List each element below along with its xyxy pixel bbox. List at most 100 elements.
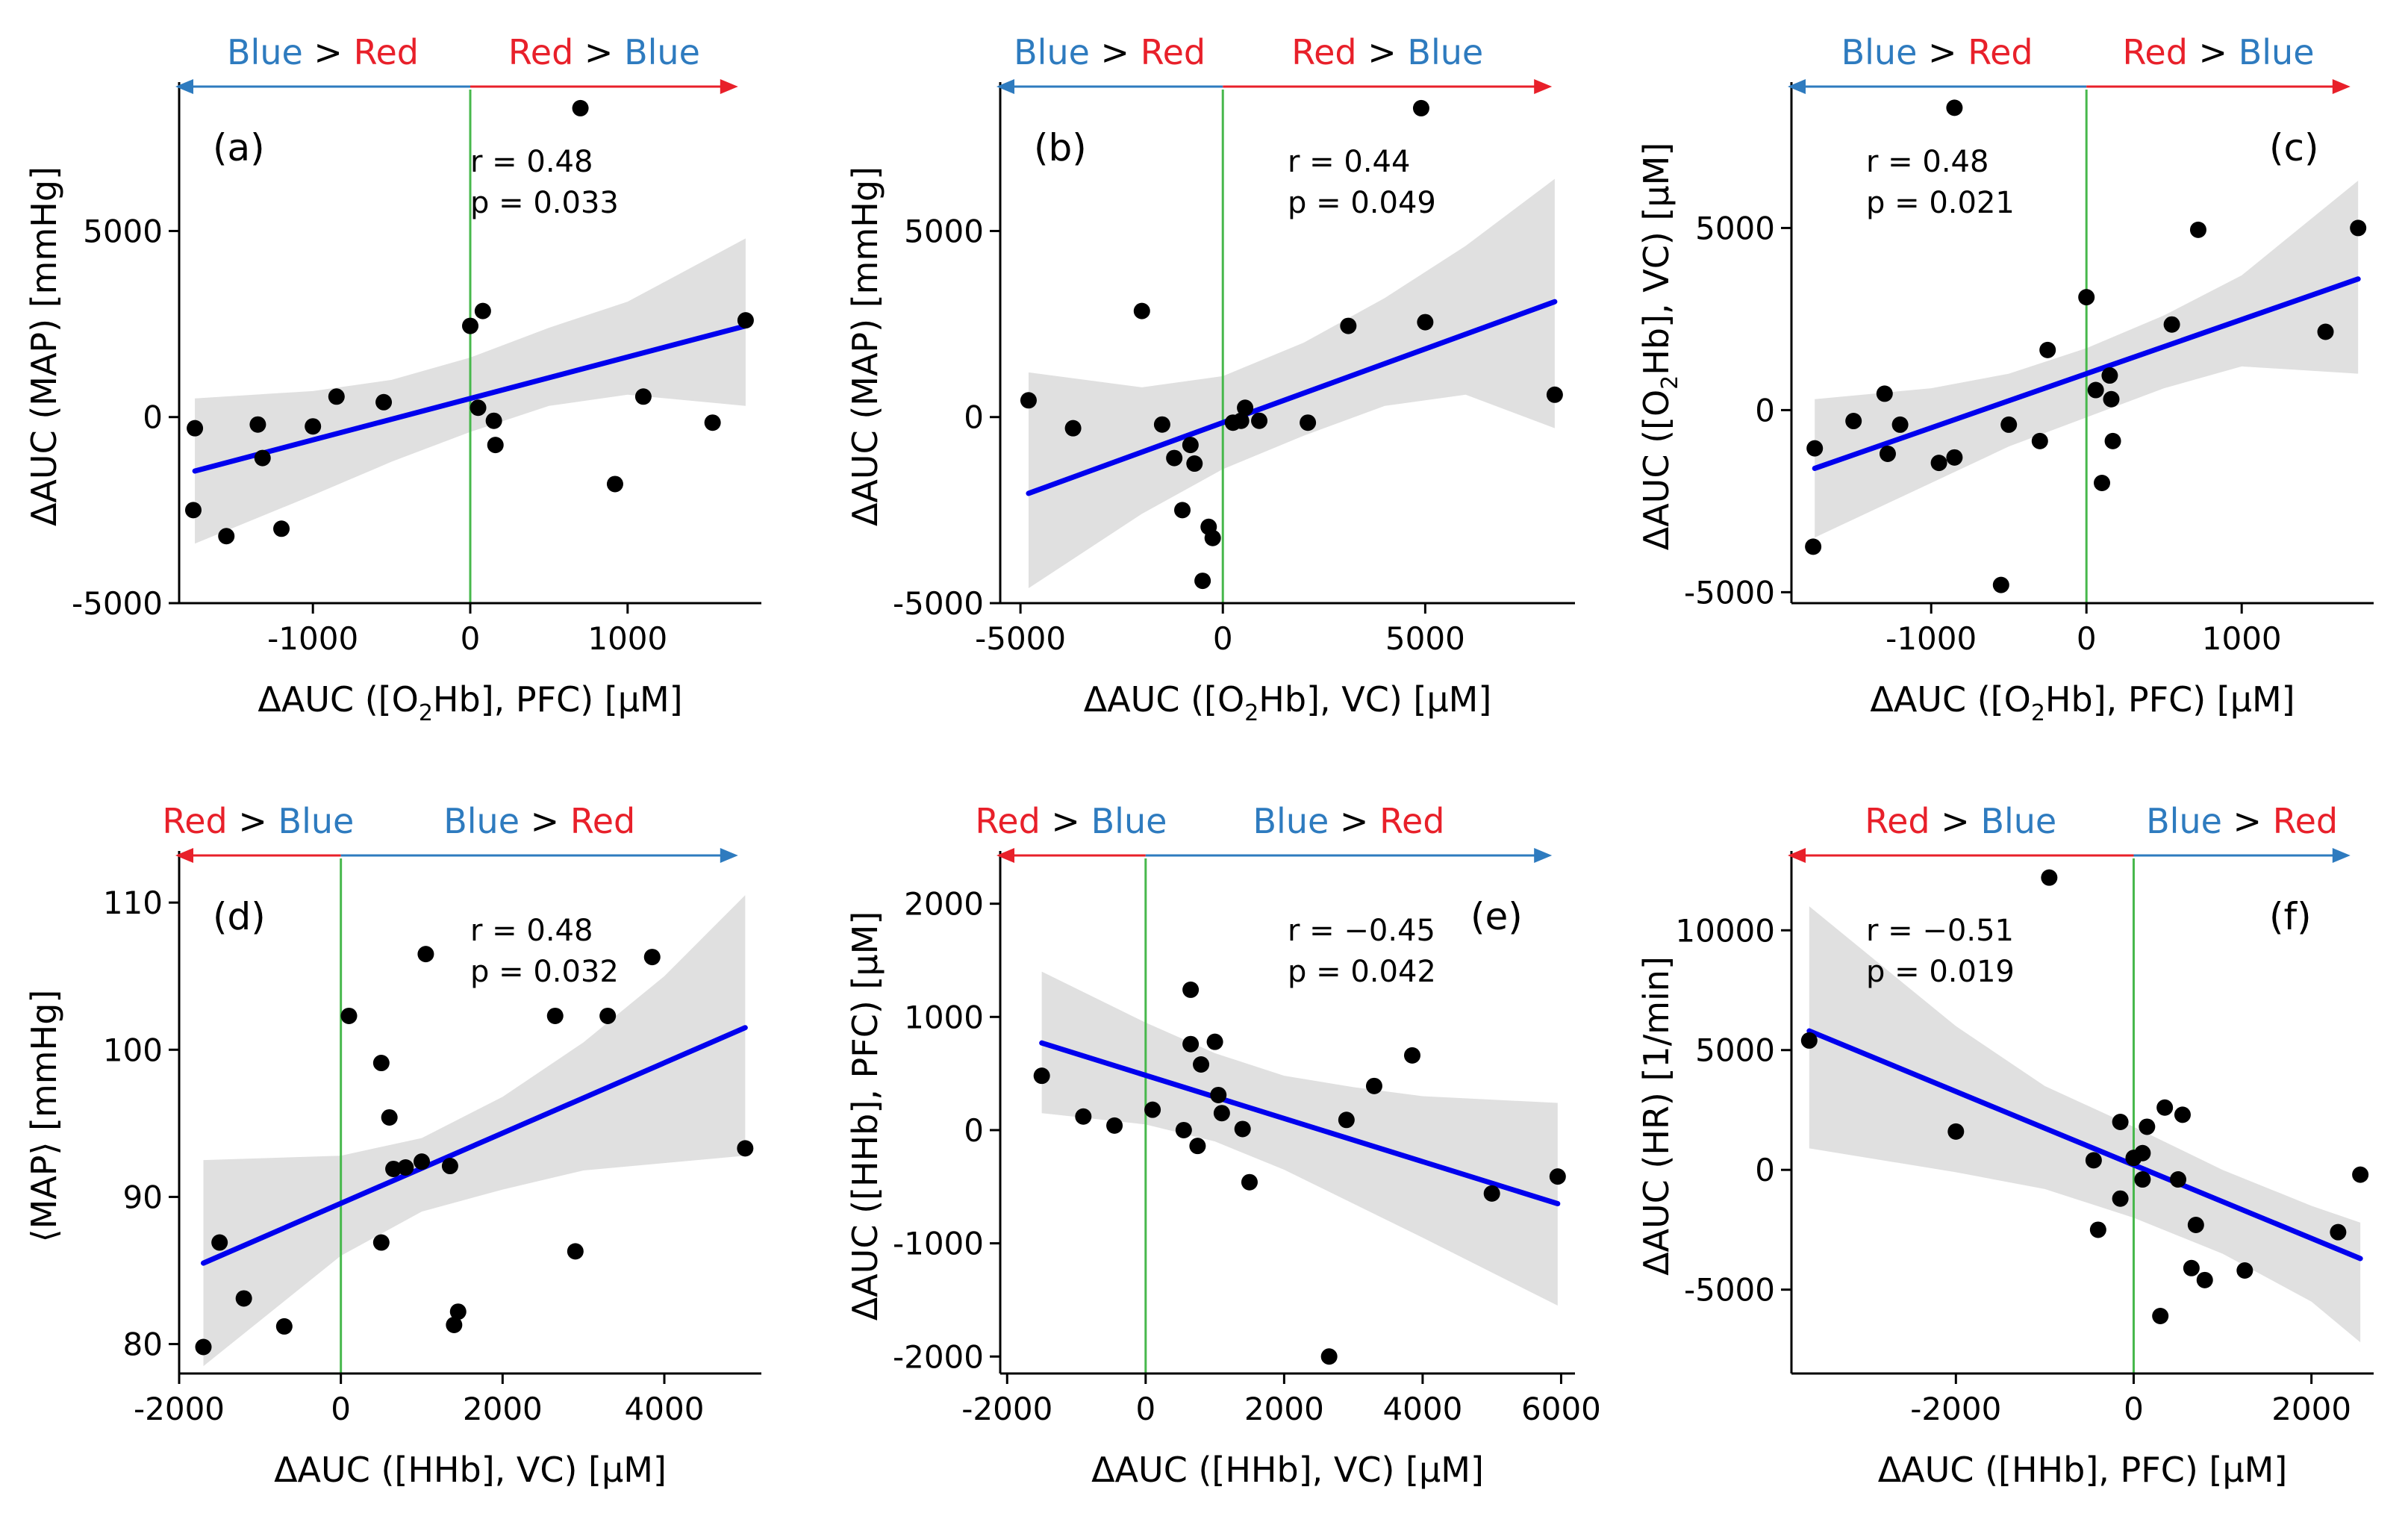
data-point bbox=[704, 414, 721, 431]
data-point bbox=[1234, 1120, 1251, 1138]
data-point bbox=[1800, 1032, 1818, 1049]
data-point bbox=[2089, 1221, 2106, 1238]
x-axis-title-part: Hb], PFC) [μM] bbox=[433, 679, 683, 720]
y-axis-title: ΔAUC ([O2Hb], VC) [μM] bbox=[1636, 143, 1683, 551]
x-axis-title-part: Hb], PFC) [μM] bbox=[2045, 679, 2295, 720]
left-arrowhead bbox=[1788, 79, 1806, 94]
p-value: p = 0.049 bbox=[1288, 186, 1436, 220]
data-point bbox=[1340, 317, 1357, 334]
data-point bbox=[2041, 869, 2058, 886]
data-point bbox=[1992, 576, 2009, 593]
r-value: r = −0.45 bbox=[1288, 914, 1435, 948]
r-value: r = −0.51 bbox=[1866, 914, 2014, 948]
data-point bbox=[2350, 219, 2367, 237]
data-point bbox=[1213, 1105, 1230, 1122]
data-point bbox=[328, 388, 345, 405]
data-point bbox=[2352, 1166, 2369, 1183]
x-tick-label: 0 bbox=[461, 620, 481, 657]
r-value: r = 0.44 bbox=[1288, 145, 1410, 179]
data-point bbox=[643, 949, 661, 966]
x-tick-label: 5000 bbox=[1385, 620, 1465, 657]
panel-label: (e) bbox=[1470, 895, 1523, 938]
left-arrowhead bbox=[175, 79, 193, 94]
data-point bbox=[235, 1290, 252, 1307]
right-arrow-label: Red > Blue bbox=[1291, 32, 1483, 72]
data-point bbox=[1182, 1035, 1200, 1053]
data-point bbox=[2101, 367, 2118, 384]
data-point bbox=[1166, 449, 1183, 467]
right-arrow-label-word: Blue bbox=[1253, 801, 1329, 841]
data-point bbox=[1106, 1117, 1123, 1134]
data-point bbox=[1174, 502, 1191, 519]
data-point bbox=[1546, 386, 1563, 403]
x-tick-label: -1000 bbox=[267, 620, 358, 657]
fit-line bbox=[192, 323, 749, 474]
data-point bbox=[2330, 1223, 2347, 1241]
panel-label: (b) bbox=[1034, 126, 1087, 169]
data-point bbox=[546, 1007, 564, 1024]
data-point bbox=[1805, 538, 1822, 555]
x-tick-label: 0 bbox=[1213, 620, 1233, 657]
x-tick-label: 4000 bbox=[1382, 1391, 1462, 1427]
right-arrow-label-word: Blue bbox=[624, 32, 700, 72]
data-point bbox=[1182, 981, 1200, 998]
left-arrow-label: Blue > Red bbox=[227, 32, 419, 72]
r-value: r = 0.48 bbox=[470, 145, 593, 179]
data-point bbox=[184, 502, 202, 519]
left-arrowhead bbox=[1788, 848, 1806, 863]
data-point bbox=[485, 412, 502, 429]
data-point bbox=[2317, 323, 2334, 340]
right-arrow-label-word: Blue bbox=[2239, 32, 2315, 72]
data-point bbox=[1193, 1056, 1210, 1073]
data-point bbox=[1320, 1348, 1338, 1365]
data-point bbox=[1186, 455, 1203, 473]
right-arrow-label-gt: > bbox=[2222, 801, 2273, 841]
data-point bbox=[1879, 445, 1896, 462]
left-arrow-label-gt: > bbox=[1041, 801, 1091, 841]
data-point bbox=[305, 418, 322, 435]
data-point bbox=[1417, 314, 1434, 331]
x-axis-title: ΔAUC ([HHb], PFC) [μM] bbox=[1878, 1450, 2288, 1490]
data-point bbox=[1338, 1111, 1355, 1129]
x-tick-label: 6000 bbox=[1521, 1391, 1601, 1427]
data-point bbox=[446, 1316, 463, 1333]
right-arrow-label-word: Blue bbox=[443, 801, 520, 841]
data-point bbox=[195, 1338, 212, 1356]
y-tick-label: 5000 bbox=[83, 213, 163, 249]
x-axis-title-subscript: 2 bbox=[419, 700, 433, 726]
data-point bbox=[2152, 1307, 2169, 1324]
x-tick-label: 0 bbox=[2124, 1391, 2144, 1427]
right-arrow-label-gt: > bbox=[520, 801, 570, 841]
x-tick-label: 2000 bbox=[1244, 1391, 1324, 1427]
left-arrow-label-word: Red bbox=[1865, 801, 1930, 841]
x-axis-title: ΔAUC ([O2Hb], PFC) [μM] bbox=[1870, 679, 2295, 726]
data-point bbox=[1194, 573, 1211, 590]
data-point bbox=[572, 99, 589, 116]
x-tick-label: 0 bbox=[331, 1391, 351, 1427]
left-arrow-label-gt: > bbox=[228, 801, 278, 841]
right-arrow-label-gt: > bbox=[1357, 32, 1408, 72]
right-arrow-label: Red > Blue bbox=[2123, 32, 2315, 72]
data-point bbox=[1549, 1168, 1566, 1185]
y-tick-label: 110 bbox=[103, 885, 163, 921]
right-arrowhead bbox=[1534, 79, 1553, 94]
x-axis-title: ΔAUC ([O2Hb], VC) [μM] bbox=[1084, 679, 1492, 726]
y-tick-label: 0 bbox=[964, 399, 984, 436]
y-axis-title: ΔAUC (MAP) [mmHg] bbox=[24, 166, 64, 526]
data-point bbox=[474, 302, 491, 319]
data-point bbox=[1251, 412, 1268, 429]
right-arrowhead bbox=[2332, 848, 2351, 863]
data-point bbox=[567, 1243, 584, 1260]
data-point bbox=[2163, 316, 2180, 333]
y-axis-title: ⟨MAP⟩ [mmHg] bbox=[24, 990, 64, 1243]
panel-b: -5000 0 5000 -5000 0 5000 ΔAUC ([O2Hb], VC) [μ… bbox=[845, 32, 1575, 726]
data-point bbox=[2039, 341, 2056, 358]
fit-line bbox=[1026, 299, 1558, 496]
right-arrow-label-word: Red bbox=[1291, 32, 1356, 72]
y-tick-label: 0 bbox=[1755, 1152, 1775, 1188]
r-value: r = 0.48 bbox=[1866, 145, 1989, 179]
data-point bbox=[2087, 381, 2104, 399]
right-arrow-label-gt: > bbox=[2188, 32, 2239, 72]
left-arrow-label-word: Blue bbox=[1091, 801, 1167, 841]
data-point bbox=[2134, 1171, 2151, 1188]
